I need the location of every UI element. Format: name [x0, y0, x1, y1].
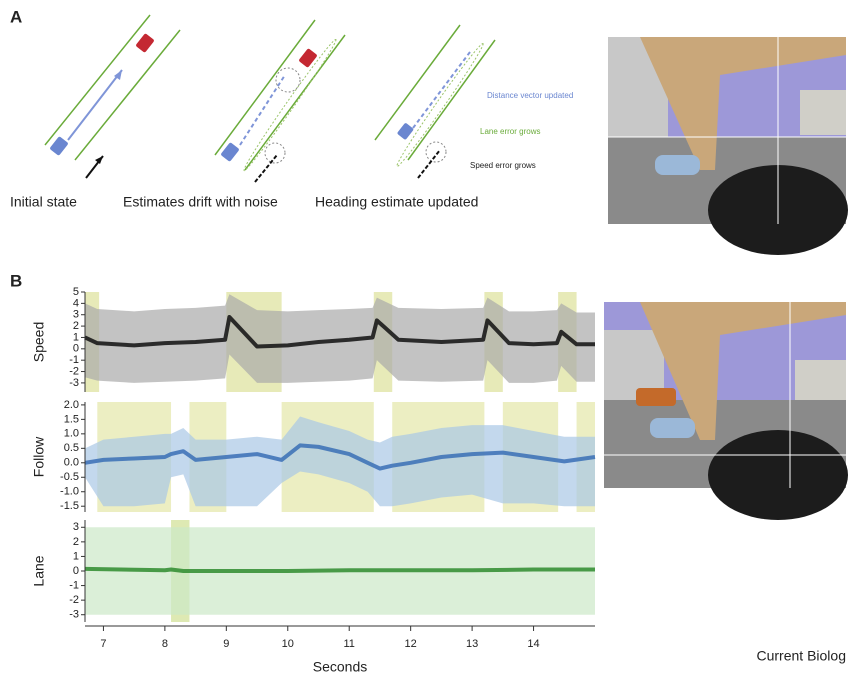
annotation: Lane error grows [480, 127, 540, 136]
annotation: Speed error grows [470, 161, 536, 170]
y-tick-label: 5 [73, 286, 79, 298]
y-tick-label: -3 [69, 609, 79, 621]
scene-image [604, 302, 848, 520]
x-tick-label: 12 [405, 638, 417, 650]
y-tick-label: -0.5 [60, 471, 79, 483]
y-tick-label: -1 [69, 579, 79, 591]
y-tick-label: -1.0 [60, 486, 79, 498]
y-tick-label: 1 [73, 550, 79, 562]
y-tick-label: 0.0 [64, 457, 79, 469]
plots: 543210-1-2-3Speed2.01.51.00.50.0-0.5-1.0… [31, 286, 595, 675]
y-tick-label: -1.5 [60, 500, 79, 512]
y-tick-label: 4 [73, 297, 79, 309]
caption: Initial state [10, 194, 77, 210]
panel-label: A [10, 7, 22, 26]
credit: Current Biolog [757, 648, 847, 664]
y-axis-label: Follow [31, 436, 47, 477]
y-tick-label: 1.5 [64, 413, 79, 425]
x-tick-label: 10 [282, 638, 294, 650]
y-tick-label: -3 [69, 377, 79, 389]
y-tick-label: 0 [73, 565, 79, 577]
y-axis-label: Lane [31, 555, 47, 586]
x-tick-label: 8 [162, 638, 168, 650]
diagram-updated [375, 25, 495, 178]
figure: A Distance vector updated Lane error gro… [0, 0, 850, 679]
x-tick-label: 13 [466, 638, 478, 650]
diagram-drift [215, 20, 345, 182]
y-tick-label: 2.0 [64, 399, 79, 411]
y-tick-label: 2 [73, 320, 79, 332]
y-tick-label: -2 [69, 594, 79, 606]
x-tick-label: 9 [223, 638, 229, 650]
y-tick-label: 2 [73, 536, 79, 548]
y-tick-label: 0 [73, 343, 79, 355]
y-tick-label: -2 [69, 365, 79, 377]
y-tick-label: 1.0 [64, 428, 79, 440]
estimate-line [85, 569, 595, 571]
y-tick-label: 3 [73, 521, 79, 533]
caption: Heading estimate updated [315, 194, 478, 210]
caption: Estimates drift with noise [123, 194, 278, 210]
y-tick-label: 0.5 [64, 442, 79, 454]
y-tick-label: -1 [69, 354, 79, 366]
y-tick-label: 1 [73, 331, 79, 343]
scene-image [608, 37, 848, 255]
x-axis-label: Seconds [313, 659, 367, 675]
x-tick-label: 7 [100, 638, 106, 650]
x-tick-label: 14 [527, 638, 539, 650]
annotation: Distance vector updated [487, 91, 573, 100]
y-tick-label: 3 [73, 309, 79, 321]
panel-label: B [10, 271, 22, 290]
x-tick-label: 11 [344, 638, 355, 650]
diagram-initial [45, 15, 180, 178]
y-axis-label: Speed [31, 322, 47, 362]
